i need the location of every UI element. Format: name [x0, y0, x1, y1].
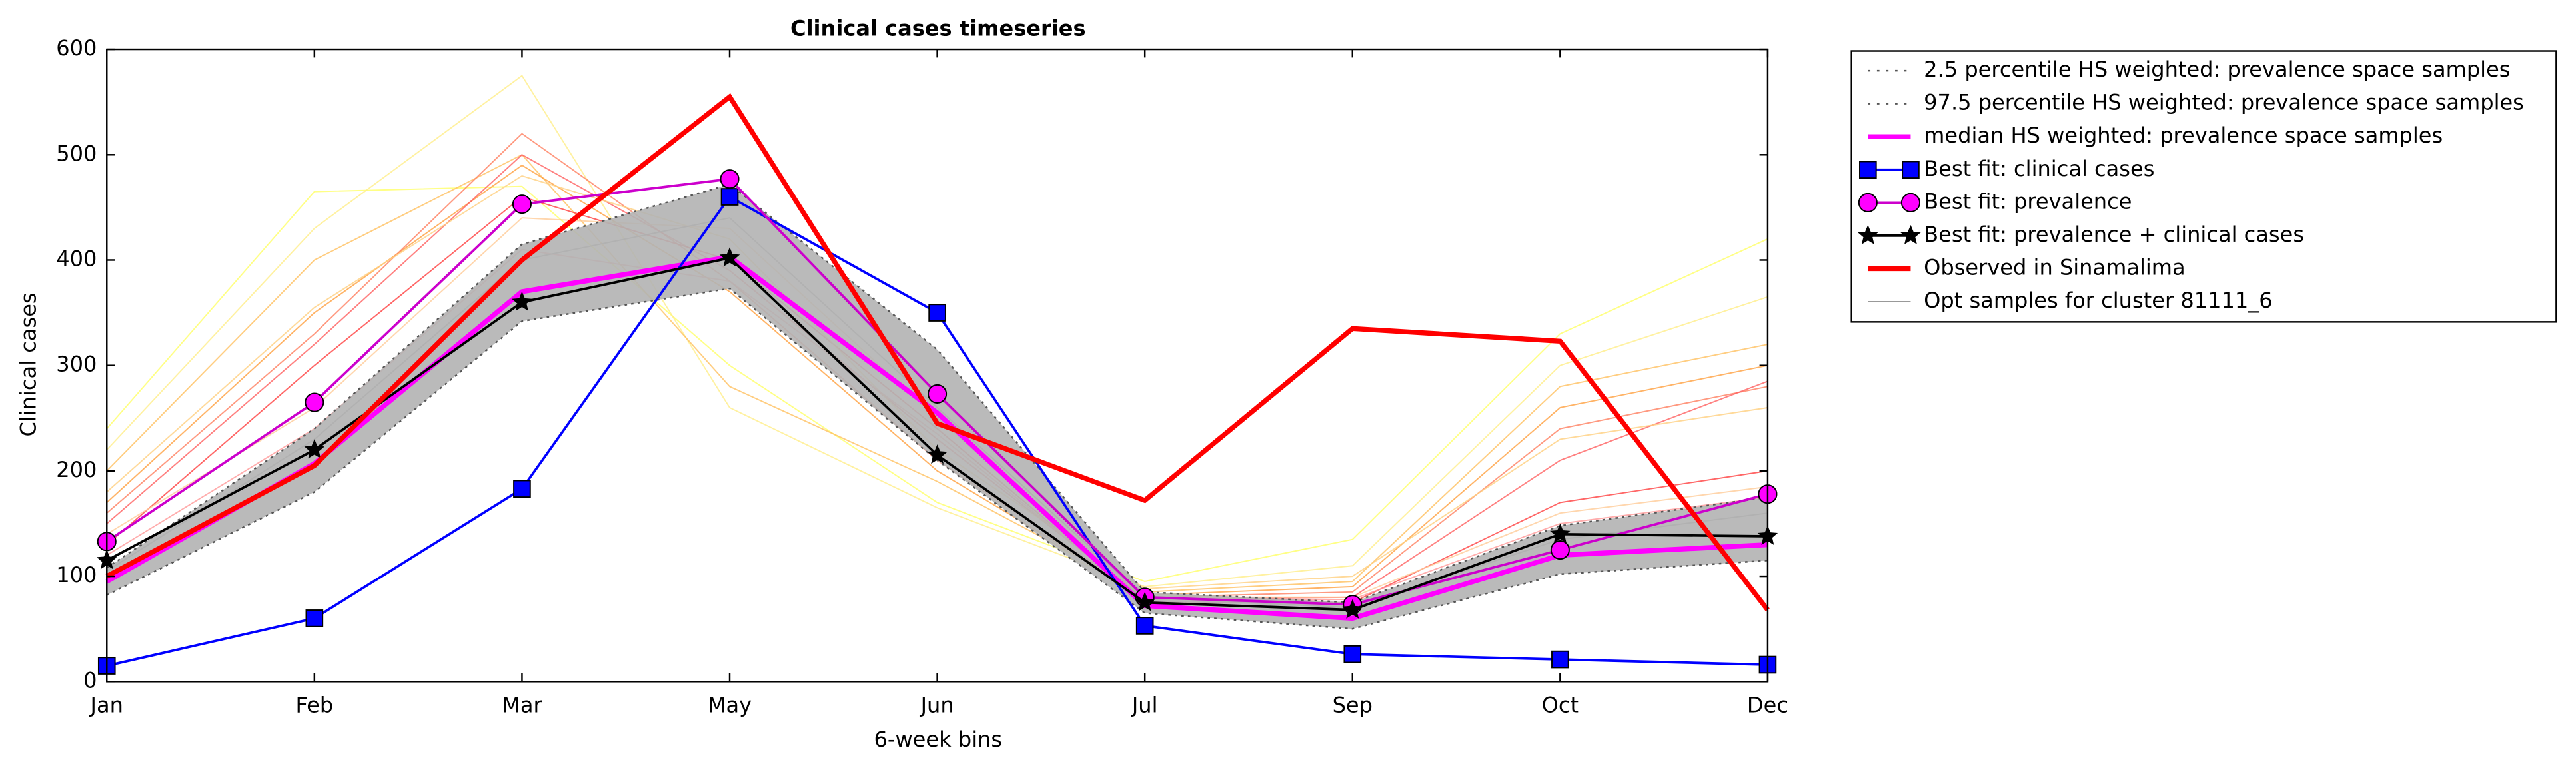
x-axis-label: 6-week bins: [874, 727, 1003, 752]
star-marker: [927, 444, 948, 464]
square-marker: [513, 480, 531, 498]
y-axis-label: Clinical cases: [15, 292, 41, 436]
sample-line: [106, 75, 1768, 587]
series-line: [106, 183, 1768, 603]
square-marker: [1859, 161, 1877, 179]
x-tick-label: Jan: [89, 692, 123, 717]
x-tick-label: Jul: [1131, 692, 1158, 717]
star-marker: [512, 291, 532, 311]
star-marker: [1342, 599, 1363, 619]
square-marker: [1902, 161, 1920, 179]
legend-label: median HS weighted: prevalence space sam…: [1924, 123, 2443, 148]
chart-title: Clinical cases timeseries: [790, 15, 1086, 41]
percentile-band: [107, 184, 1768, 629]
star-marker: [304, 439, 325, 459]
y-tick-label: 100: [56, 562, 97, 587]
x-tick-label: May: [708, 692, 752, 717]
sample-line: [106, 185, 1768, 583]
x-tick-label: Jun: [920, 692, 954, 717]
star-marker: [1900, 224, 1921, 244]
sample-line: [106, 154, 1768, 593]
circle-marker: [1900, 193, 1920, 212]
square-marker: [1343, 645, 1362, 663]
star-marker: [1134, 591, 1155, 611]
legend-label: Observed in Sinamalima: [1924, 254, 2185, 280]
square-marker: [1551, 650, 1569, 669]
x-tick-label: Dec: [1747, 692, 1788, 717]
series-line: [106, 287, 1768, 630]
square-marker: [305, 609, 324, 627]
circle-marker: [512, 194, 532, 214]
star-marker: [1858, 224, 1878, 244]
legend-label: 2.5 percentile HS weighted: prevalence s…: [1924, 57, 2510, 82]
x-tick-label: Feb: [295, 692, 333, 717]
legend-label: Best fit: prevalence + clinical cases: [1924, 222, 2304, 247]
square-marker: [928, 304, 946, 322]
legend-label: Best fit: clinical cases: [1924, 156, 2154, 181]
x-tick-label: Mar: [502, 692, 542, 717]
circle-marker: [305, 392, 324, 412]
legend-label: 97.5 percentile HS weighted: prevalence …: [1924, 90, 2524, 115]
square-marker: [720, 188, 739, 206]
circle-marker: [1858, 193, 1878, 212]
y-tick-label: 400: [56, 246, 97, 271]
y-tick-label: 500: [56, 141, 97, 166]
y-tick-label: 200: [56, 457, 97, 482]
square-marker: [1135, 617, 1154, 635]
legend-label: Best fit: prevalence: [1924, 189, 2132, 214]
legend-box: [1850, 50, 2557, 323]
star-marker: [719, 247, 740, 267]
series-line: [105, 93, 1770, 611]
circle-marker: [928, 384, 948, 404]
x-tick-label: Sep: [1333, 692, 1373, 717]
series-line: [105, 254, 1768, 621]
y-tick-label: 600: [56, 35, 97, 61]
x-tick-label: Oct: [1542, 692, 1579, 717]
legend-label: Opt samples for cluster 81111_6: [1924, 288, 2273, 313]
star-marker: [1550, 523, 1571, 543]
circle-marker: [720, 169, 740, 189]
circle-marker: [1550, 540, 1570, 560]
y-tick-label: 0: [83, 667, 97, 693]
y-tick-label: 300: [56, 352, 97, 377]
